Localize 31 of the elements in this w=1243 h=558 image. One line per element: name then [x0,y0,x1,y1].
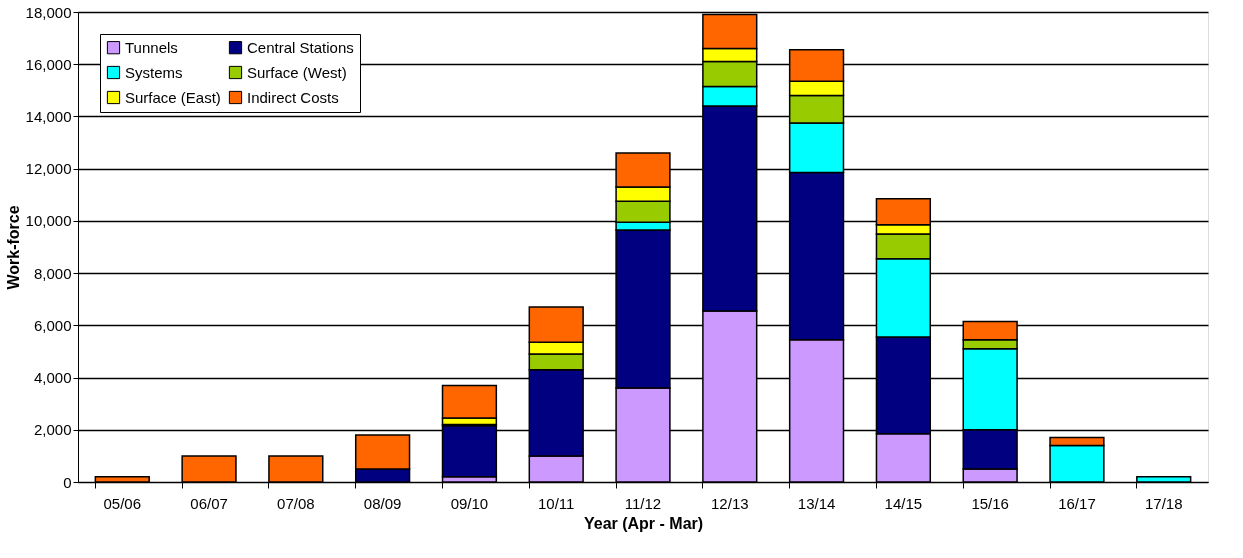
legend-label: Central Stations [247,38,354,56]
legend-label: Surface (East) [125,88,221,106]
legend-label: Tunnels [125,38,178,56]
y-tick-label: 10,000 [25,212,72,230]
y-tick-label: 8,000 [33,264,72,282]
x-tick-label: 16/17 [1058,494,1096,512]
x-tick-label: 17/18 [1144,494,1183,512]
y-tick-label: 4,000 [33,369,72,387]
y-axis-title: Work-force [4,205,22,290]
x-axis-title: Year (Apr - Mar) [583,514,704,532]
x-tick-label: 13/14 [797,494,836,512]
x-tick-label: 09/10 [450,494,489,512]
legend-label: Surface (West) [247,63,347,81]
legend-label: Indirect Costs [247,88,339,106]
x-tick-label: 12/13 [711,494,749,512]
y-tick-label: 6,000 [33,316,72,334]
x-tick-label: 14/15 [884,494,923,512]
x-tick-label: 06/07 [190,494,228,512]
y-tick-label: 16,000 [25,55,72,73]
x-tick-label: 11/12 [624,494,662,512]
y-tick-label: 2,000 [33,421,72,439]
x-tick-label: 15/16 [971,494,1009,512]
x-tick-label: 05/06 [103,494,142,512]
legend-label: Systems [125,63,183,81]
x-tick-label: 10/11 [537,494,575,512]
x-tick-label: 08/09 [363,494,402,512]
y-tick-label: 0 [63,473,72,491]
y-tick-label: 18,000 [25,3,72,21]
y-tick-label: 12,000 [25,160,72,178]
x-tick-label: 07/08 [277,494,315,512]
y-tick-label: 14,000 [25,107,72,125]
